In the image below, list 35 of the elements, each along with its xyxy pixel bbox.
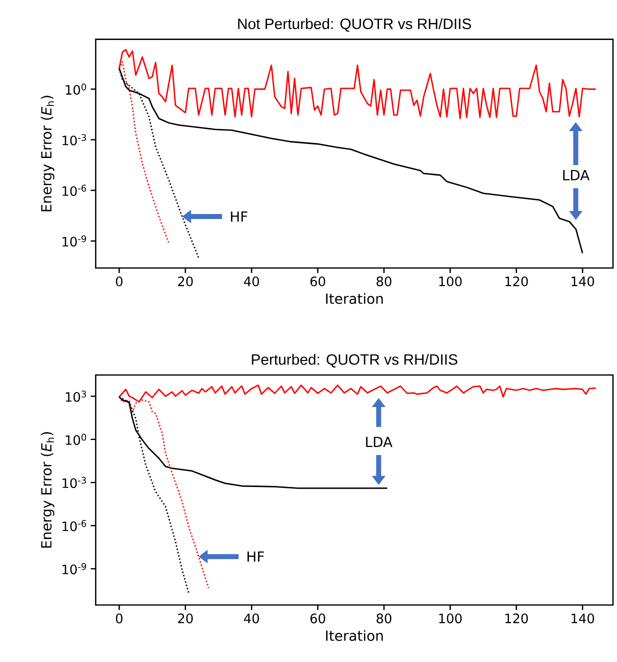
x-tick-label: 60 — [310, 276, 326, 286]
annotation: HF — [230, 211, 248, 222]
chart-title: Perturbed: QUOTR vs RH/DIIS — [252, 354, 458, 368]
y-tick-label: 10$^{-9}$ — [62, 235, 86, 247]
annotation: LDA — [366, 436, 392, 448]
x-tick-label: 40 — [244, 614, 259, 624]
x-tick-label: 0 — [116, 276, 122, 286]
y-tick-label: 10$^{-6}$ — [62, 184, 86, 196]
annotation: HF — [248, 551, 264, 562]
x-tick-label: 0 — [116, 614, 122, 624]
y-tick-label: 10$^{-6}$ — [62, 520, 86, 532]
x-tick-label: 80 — [376, 276, 392, 286]
y-tick-label: 10$^{0}$ — [66, 434, 86, 445]
x-tick-label: 120 — [505, 276, 528, 286]
x-tick-label: 100 — [439, 614, 462, 624]
y-tick-label: 10$^{-3}$ — [62, 476, 86, 488]
y-tick-label: 10$^{3}$ — [66, 390, 86, 402]
y-tick-label: 10$^{0}$ — [66, 84, 86, 95]
y-axis-title: Energy Error (E$_{h}$) — [40, 432, 54, 548]
x-axis-title: Iteration — [326, 630, 383, 641]
y-tick-label: 10$^{-3}$ — [62, 134, 86, 146]
x-tick-label: 80 — [376, 614, 392, 624]
x-tick-label: 40 — [244, 276, 259, 286]
x-axis-title: Iteration — [326, 293, 383, 304]
x-tick-label: 100 — [439, 276, 462, 286]
chart-title: Not Perturbed: QUOTR vs RH/DIIS — [238, 18, 472, 32]
x-tick-label: 140 — [572, 276, 594, 286]
y-axis-title: Energy Error (E$_{h}$) — [40, 96, 54, 212]
x-tick-label: 20 — [178, 276, 193, 286]
x-tick-label: 20 — [178, 614, 193, 624]
x-tick-label: 60 — [310, 614, 326, 624]
x-tick-label: 120 — [505, 614, 528, 624]
x-tick-label: 140 — [572, 614, 594, 624]
annotation: LDA — [563, 170, 590, 180]
y-tick-label: 10$^{-9}$ — [62, 563, 86, 574]
